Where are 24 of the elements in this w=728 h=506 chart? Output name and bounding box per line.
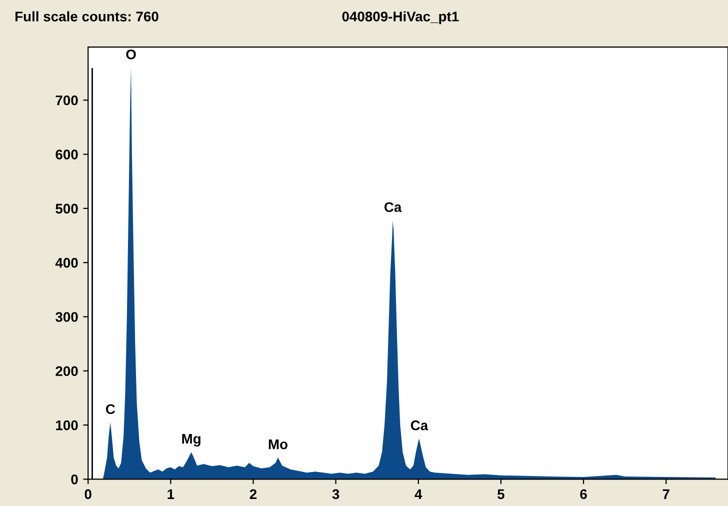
annotation: C <box>106 404 116 414</box>
chart-subtitle: Full scale counts: 760 <box>15 11 158 22</box>
annotation: Mo <box>268 440 288 450</box>
y-tick-label: 0 <box>71 474 78 484</box>
annotation: Ca <box>410 420 428 430</box>
x-tick-label: 7 <box>662 489 670 499</box>
x-tick-label: 3 <box>332 489 340 500</box>
chart-title: 040809-HiVac_pt1 <box>342 11 459 24</box>
y-tick-label: 600 <box>56 150 78 160</box>
y-tick-label: 300 <box>56 312 78 322</box>
y-tick-label: 700 <box>56 95 78 106</box>
x-tick-label: 6 <box>580 489 587 500</box>
x-tick-label: 5 <box>498 489 504 500</box>
x-tick-label: 1 <box>168 489 174 499</box>
annotation: O <box>126 50 136 60</box>
annotation: Mg <box>182 434 200 447</box>
annotation: Ca <box>384 202 402 212</box>
y-tick-label: 200 <box>56 366 78 376</box>
y-tick-label: 500 <box>56 204 78 214</box>
x-tick-label: 0 <box>84 489 92 500</box>
x-tick-label: 4 <box>414 489 422 499</box>
x-tick-label: 2 <box>250 489 257 499</box>
y-tick-label: 400 <box>55 258 78 268</box>
y-tick-label: 100 <box>56 420 78 430</box>
